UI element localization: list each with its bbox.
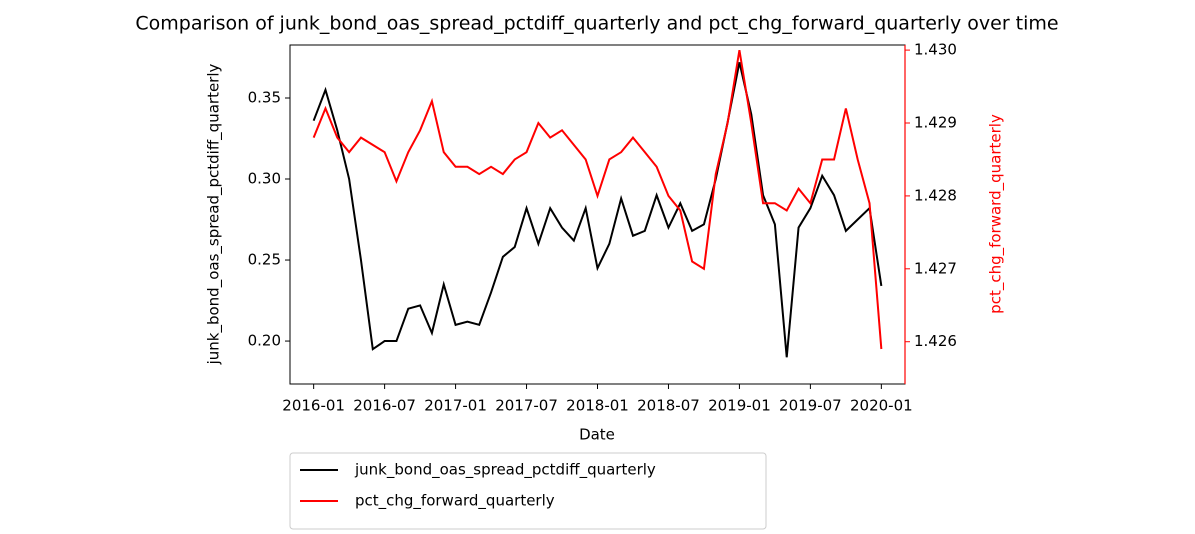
- y2-axis-label: pct_chg_forward_quarterly: [987, 114, 1006, 314]
- x-tick-label: 2019-07: [779, 397, 842, 415]
- y-axis-label: junk_bond_oas_spread_pctdiff_quarterly: [205, 63, 224, 365]
- y-tick-label: 0.35: [248, 88, 281, 106]
- legend-label: junk_bond_oas_spread_pctdiff_quarterly: [354, 461, 656, 480]
- y2-tick-label: 1.430: [914, 41, 957, 59]
- x-tick-label: 2018-07: [637, 397, 700, 415]
- y2-tick-label: 1.429: [914, 114, 957, 132]
- data-line: [312, 49, 883, 350]
- data-line: [312, 62, 883, 358]
- y-tick-label: 0.20: [248, 332, 281, 350]
- x-tick-label: 2017-01: [424, 397, 487, 415]
- plot-frame: [289, 44, 906, 385]
- x-tick-label: 2020-01: [850, 397, 913, 415]
- x-tick-label: 2019-01: [708, 397, 771, 415]
- x-tick-label: 2018-01: [566, 397, 629, 415]
- y-tick-label: 0.25: [248, 251, 281, 269]
- y-tick-label: 0.30: [248, 170, 281, 188]
- x-axis-label: Date: [579, 426, 615, 444]
- x-tick-label: 2017-07: [495, 397, 558, 415]
- x-tick-label: 2016-07: [353, 397, 416, 415]
- y2-tick-label: 1.427: [914, 259, 957, 277]
- y2-tick-label: 1.428: [914, 186, 957, 204]
- y2-tick-label: 1.426: [914, 332, 957, 350]
- legend-box: [289, 452, 767, 530]
- x-tick-label: 2016-01: [282, 397, 345, 415]
- legend-label: pct_chg_forward_quarterly: [355, 492, 555, 511]
- chart-title: Comparison of junk_bond_oas_spread_pctdi…: [135, 13, 1058, 35]
